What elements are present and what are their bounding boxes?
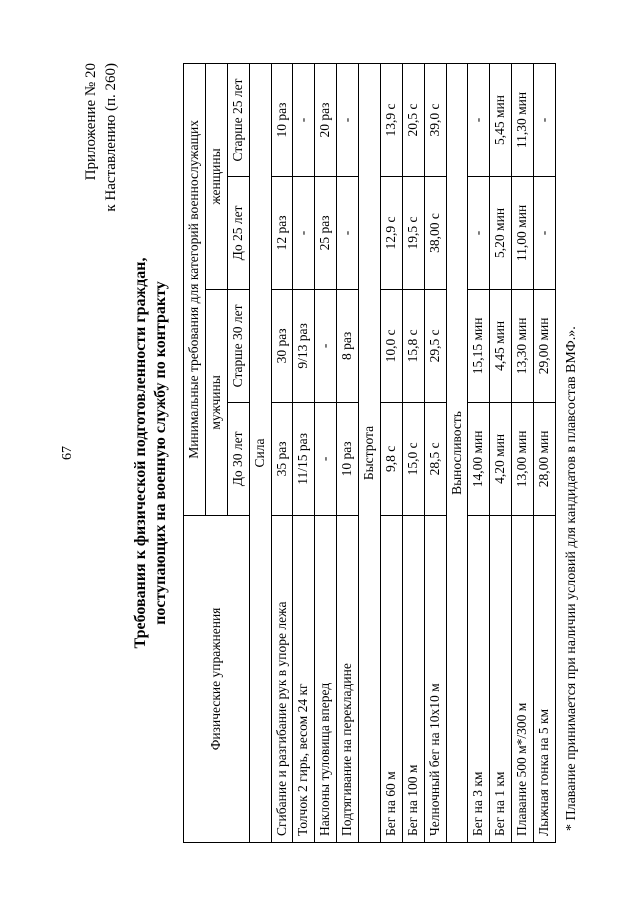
cell-value: 39,0 с — [424, 63, 446, 176]
cell-value: - — [293, 176, 315, 289]
section-endurance: Выносливость — [446, 63, 468, 842]
cell-exercise: Сгибание и разгибание рук в упоре лежа — [271, 515, 293, 842]
cell-value: 30 раз — [271, 289, 293, 402]
page-title: Требования к физической подготовленности… — [131, 63, 171, 843]
cell-value: 13,9 с — [380, 63, 402, 176]
section-strength: Сила — [249, 63, 271, 842]
cell-value: 25 раз — [315, 176, 337, 289]
table-row: Бег на 1 км 4,20 мин 4,45 мин 5,20 мин 5… — [490, 63, 512, 842]
cell-value: 13,00 мин — [512, 402, 534, 515]
cell-exercise: Лыжная гонка на 5 км — [534, 515, 556, 842]
cell-value: 12,9 с — [380, 176, 402, 289]
cell-value: 29,00 мин — [534, 289, 556, 402]
cell-value: - — [534, 176, 556, 289]
requirements-table: Физические упражнения Минимальные требов… — [183, 63, 556, 843]
cell-exercise: Толчок 2 гирь, весом 24 кг — [293, 515, 315, 842]
appendix-line2: к Наставлению (п. 260) — [103, 63, 119, 212]
cell-value: 20,5 с — [402, 63, 424, 176]
cell-value: 10 раз — [337, 402, 359, 515]
th-women: женщины — [205, 63, 227, 289]
cell-value: 10,0 с — [380, 289, 402, 402]
th-min: Минимальные требования для категорий вое… — [184, 63, 206, 515]
cell-value: 20 раз — [315, 63, 337, 176]
cell-value: 4,20 мин — [490, 402, 512, 515]
cell-value: 11/15 раз — [293, 402, 315, 515]
table-row: Бег на 100 м 15,0 с 15,8 с 19,5 с 20,5 с — [402, 63, 424, 842]
cell-value: 10 раз — [271, 63, 293, 176]
cell-value: 38,00 с — [424, 176, 446, 289]
table-row: Плавание 500 м*/300 м 13,00 мин 13,30 ми… — [512, 63, 534, 842]
th-exercise: Физические упражнения — [184, 515, 250, 842]
cell-value: 28,00 мин — [534, 402, 556, 515]
cell-exercise: Наклоны туловища вперед — [315, 515, 337, 842]
cell-value: 12 раз — [271, 176, 293, 289]
cell-value: 4,45 мин — [490, 289, 512, 402]
cell-value: - — [468, 176, 490, 289]
cell-exercise: Бег на 60 м — [380, 515, 402, 842]
cell-value: 15,15 мин — [468, 289, 490, 402]
table-row: Бег на 3 км 14,00 мин 15,15 мин - - — [468, 63, 490, 842]
cell-value: 9/13 раз — [293, 289, 315, 402]
title-line1: Требования к физической подготовленности… — [132, 257, 149, 648]
table-row: Толчок 2 гирь, весом 24 кг 11/15 раз 9/1… — [293, 63, 315, 842]
title-line2: поступающих на военную службу по контрак… — [152, 281, 169, 625]
cell-value: 35 раз — [271, 402, 293, 515]
cell-value: - — [293, 63, 315, 176]
th-m1: До 30 лет — [227, 402, 249, 515]
cell-exercise: Подтягивание на перекладине — [337, 515, 359, 842]
cell-value: - — [534, 63, 556, 176]
th-men: мужчины — [205, 289, 227, 515]
cell-value: 15,0 с — [402, 402, 424, 515]
cell-value: 5,20 мин — [490, 176, 512, 289]
cell-value: 15,8 с — [402, 289, 424, 402]
cell-value: 13,30 мин — [512, 289, 534, 402]
cell-exercise: Бег на 3 км — [468, 515, 490, 842]
cell-value: - — [337, 176, 359, 289]
cell-exercise: Плавание 500 м*/300 м — [512, 515, 534, 842]
cell-value: 11,00 мин — [512, 176, 534, 289]
table-row: Челночный бег на 10х10 м 28,5 с 29,5 с 3… — [424, 63, 446, 842]
cell-value: - — [315, 289, 337, 402]
page-number: 67 — [60, 63, 76, 843]
section-speed: Быстрота — [359, 63, 381, 842]
table-row: Бег на 60 м 9,8 с 10,0 с 12,9 с 13,9 с — [380, 63, 402, 842]
cell-value: 28,5 с — [424, 402, 446, 515]
cell-value: 11,30 мин — [512, 63, 534, 176]
cell-value: 29,5 с — [424, 289, 446, 402]
cell-value: - — [468, 63, 490, 176]
cell-exercise: Бег на 1 км — [490, 515, 512, 842]
table-row: Наклоны туловища вперед - - 25 раз 20 ра… — [315, 63, 337, 842]
table-row: Подтягивание на перекладине 10 раз 8 раз… — [337, 63, 359, 842]
cell-exercise: Бег на 100 м — [402, 515, 424, 842]
footnote: * Плавание принимается при наличии услов… — [564, 63, 580, 843]
cell-value: 19,5 с — [402, 176, 424, 289]
th-w1: До 25 лет — [227, 176, 249, 289]
cell-value: - — [337, 63, 359, 176]
cell-exercise: Челночный бег на 10х10 м — [424, 515, 446, 842]
table-row: Сгибание и разгибание рук в упоре лежа 3… — [271, 63, 293, 842]
th-m2: Старше 30 лет — [227, 289, 249, 402]
table-row: Лыжная гонка на 5 км 28,00 мин 29,00 мин… — [534, 63, 556, 842]
th-w2: Старше 25 лет — [227, 63, 249, 176]
cell-value: - — [315, 402, 337, 515]
cell-value: 8 раз — [337, 289, 359, 402]
cell-value: 14,00 мин — [468, 402, 490, 515]
cell-value: 9,8 с — [380, 402, 402, 515]
page: 67 Приложение № 20 к Наставлению (п. 260… — [40, 43, 600, 863]
cell-value: 5,45 мин — [490, 63, 512, 176]
appendix-block: Приложение № 20 к Наставлению (п. 260) — [82, 63, 121, 843]
appendix-line1: Приложение № 20 — [83, 63, 99, 180]
